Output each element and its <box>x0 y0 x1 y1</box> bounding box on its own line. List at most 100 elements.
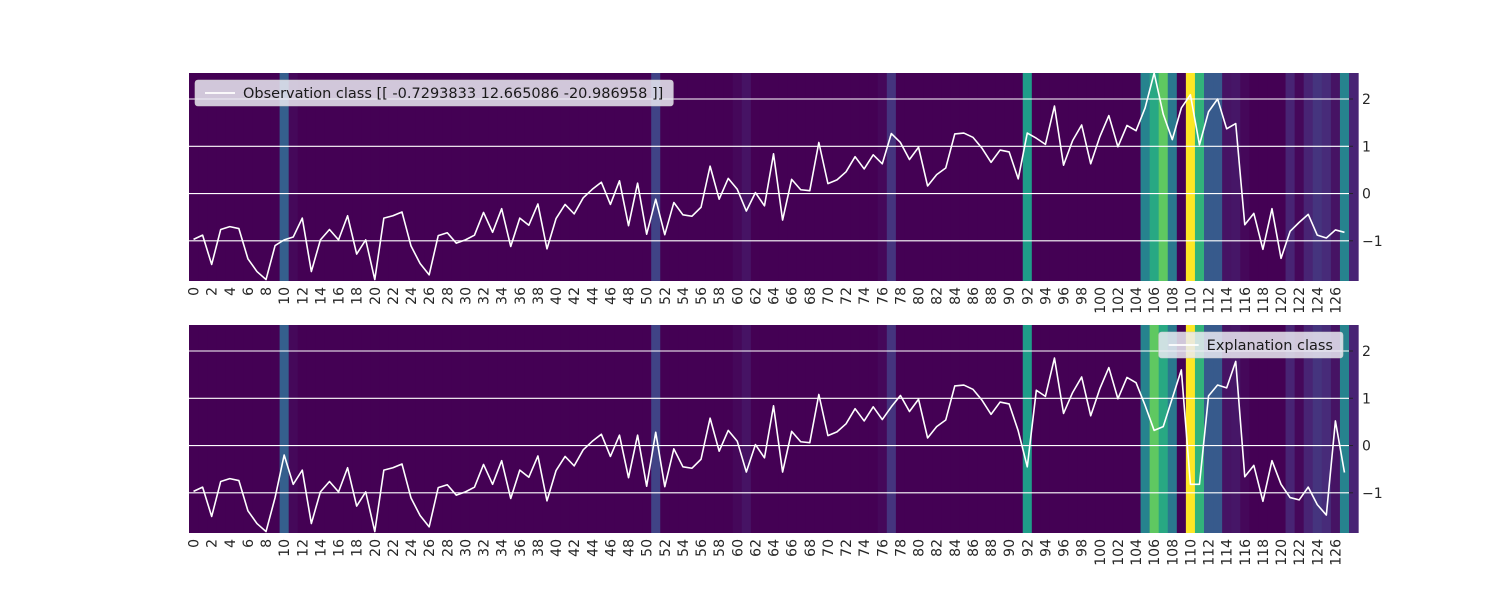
heatmap-cell <box>442 325 453 533</box>
heatmap-cell <box>225 73 235 281</box>
heatmap-cell <box>433 73 444 281</box>
heatmap-cell <box>642 325 652 533</box>
heatmap-cell <box>324 325 335 533</box>
heatmap-cell <box>1068 73 1078 281</box>
x-tick-label: 18 <box>350 287 366 305</box>
x-tick-label: 80 <box>912 287 928 305</box>
heatmap-cell <box>1140 325 1151 533</box>
heatmap-cell <box>343 73 353 281</box>
x-tick-label: 124 <box>1310 287 1326 314</box>
heatmap-cell <box>1040 325 1051 533</box>
heatmap-cell <box>297 325 308 533</box>
x-tick-label: 108 <box>1165 287 1181 314</box>
heatmap-cell <box>950 325 960 533</box>
heatmap-cell <box>415 325 426 533</box>
heatmap-cell <box>252 325 263 533</box>
heatmap-cell <box>1113 73 1124 281</box>
x-tick-label: 52 <box>658 287 674 305</box>
heatmap-cell <box>324 73 335 281</box>
heatmap-cell <box>1031 325 1042 533</box>
x-tick-label: 10 <box>277 539 293 557</box>
heatmap-cell <box>660 73 670 281</box>
heatmap-cell <box>361 325 371 533</box>
heatmap-cell <box>460 325 471 533</box>
heatmap-cell <box>1086 325 1096 533</box>
x-tick-label: 22 <box>386 539 402 557</box>
heatmap-cell <box>1004 73 1015 281</box>
heatmap-cell <box>225 325 235 533</box>
heatmap-cell <box>388 73 399 281</box>
heatmap-cell <box>569 73 580 281</box>
heatmap-cell <box>814 73 824 281</box>
heatmap-cell <box>469 325 480 533</box>
heatmap-cell <box>479 325 489 533</box>
heatmap-cell <box>877 73 888 281</box>
heatmap-cell <box>533 73 544 281</box>
x-tick-label: 104 <box>1129 539 1145 566</box>
x-tick-label: 82 <box>930 539 946 557</box>
heatmap-cell <box>759 325 770 533</box>
heatmap-cell <box>941 325 951 533</box>
heatmap-cell <box>787 73 797 281</box>
x-tick-label: 76 <box>875 539 891 557</box>
heatmap-cell <box>270 73 281 281</box>
heatmap-cell <box>714 325 725 533</box>
heatmap-cell <box>723 73 734 281</box>
x-tick-label: 52 <box>658 539 674 557</box>
heatmap-cell <box>379 73 389 281</box>
heatmap-cell <box>750 325 761 533</box>
heatmap-cell <box>1040 73 1051 281</box>
heatmap-cell <box>1149 73 1160 281</box>
heatmap-cell <box>270 325 281 533</box>
x-tick-label: 98 <box>1075 287 1091 305</box>
heatmap-cell <box>506 325 516 533</box>
x-tick-label: 62 <box>748 539 764 557</box>
x-tick-label: 78 <box>893 287 909 305</box>
heatmap-cell <box>1285 325 1296 533</box>
heatmap-cell <box>904 73 915 281</box>
heatmap-cell <box>995 325 1006 533</box>
heatmap-cell <box>506 73 516 281</box>
heatmap-cell <box>1068 325 1078 533</box>
x-tick-label: 68 <box>803 287 819 305</box>
heatmap-cell <box>370 325 380 533</box>
x-tick-label: 116 <box>1238 287 1254 314</box>
heatmap-cell <box>1330 325 1341 533</box>
x-tick-label: 60 <box>730 539 746 557</box>
x-tick-label: 66 <box>785 287 801 305</box>
x-tick-label: 14 <box>313 539 329 557</box>
x-tick-label: 74 <box>857 539 873 557</box>
heatmap-cell <box>1140 73 1151 281</box>
heatmap-cell <box>1185 73 1196 281</box>
heatmap-cell <box>868 325 879 533</box>
heatmap-cell <box>687 325 698 533</box>
x-tick-label: 50 <box>640 539 656 557</box>
x-tick-label: 26 <box>422 539 438 557</box>
heatmap-cell <box>923 325 933 533</box>
heatmap-cell <box>1131 73 1142 281</box>
heatmap-cell <box>778 325 788 533</box>
legend-label: Observation class [[ -0.7293833 12.66508… <box>243 86 663 102</box>
heatmap-cell <box>433 325 444 533</box>
heatmap-cell <box>859 73 870 281</box>
heatmap-cell <box>1204 325 1214 533</box>
heatmap-cell <box>877 325 888 533</box>
x-tick-label: 34 <box>495 539 511 557</box>
y-tick-label: 1 <box>1362 391 1371 407</box>
heatmap-cell <box>1167 325 1178 533</box>
x-tick-label: 68 <box>803 539 819 557</box>
heatmap-cell <box>1294 325 1305 533</box>
heatmap-cell <box>1330 73 1341 281</box>
heatmap-cell <box>1104 325 1114 533</box>
x-tick-label: 96 <box>1057 287 1073 305</box>
x-tick-label: 46 <box>603 287 619 305</box>
x-tick-label: 56 <box>694 539 710 557</box>
x-tick-label: 90 <box>1002 539 1018 557</box>
heatmap-cell <box>614 325 625 533</box>
heatmap-cell <box>442 73 453 281</box>
heatmap-cell <box>596 325 607 533</box>
x-tick-label: 94 <box>1038 539 1054 557</box>
